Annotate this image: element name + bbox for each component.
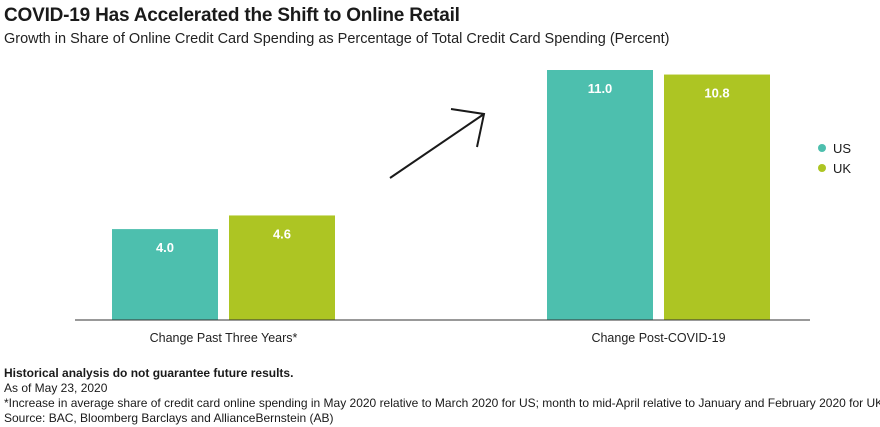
trend-arrow-head: [450, 108, 486, 148]
chart-title: COVID-19 Has Accelerated the Shift to On…: [4, 5, 460, 26]
data-label-us-0: 4.0: [156, 240, 174, 255]
category-label-1: Change Post-COVID-19: [591, 331, 725, 345]
legend-swatch-us: [818, 144, 826, 152]
bar-uk-1: [664, 74, 770, 320]
legend-label-uk: UK: [833, 160, 852, 176]
footnote: *Increase in average share of credit car…: [4, 396, 880, 410]
footnotes: Historical analysis do not guarantee fut…: [4, 366, 880, 426]
legend-item-uk: UK: [818, 158, 851, 178]
legend-swatch-uk: [818, 164, 826, 172]
bar-us-1: [547, 70, 653, 320]
data-label-uk-1: 10.8: [704, 86, 729, 101]
data-label-uk-0: 4.6: [273, 226, 291, 241]
as-of-date: As of May 23, 2020: [4, 381, 108, 395]
legend: US UK: [818, 138, 851, 178]
legend-item-us: US: [818, 138, 851, 158]
trend-arrow-shaft: [389, 113, 485, 179]
legend-label-us: US: [833, 140, 852, 156]
data-label-us-1: 11.0: [588, 81, 613, 96]
bar-us-0: [112, 229, 218, 320]
bar-uk-0: [229, 215, 335, 320]
category-label-0: Change Past Three Years*: [150, 331, 298, 345]
chart-subtitle: Growth in Share of Online Credit Card Sp…: [4, 31, 670, 47]
disclaimer: Historical analysis do not guarantee fut…: [4, 366, 294, 380]
source-note: Source: BAC, Bloomberg Barclays and Alli…: [4, 411, 334, 425]
